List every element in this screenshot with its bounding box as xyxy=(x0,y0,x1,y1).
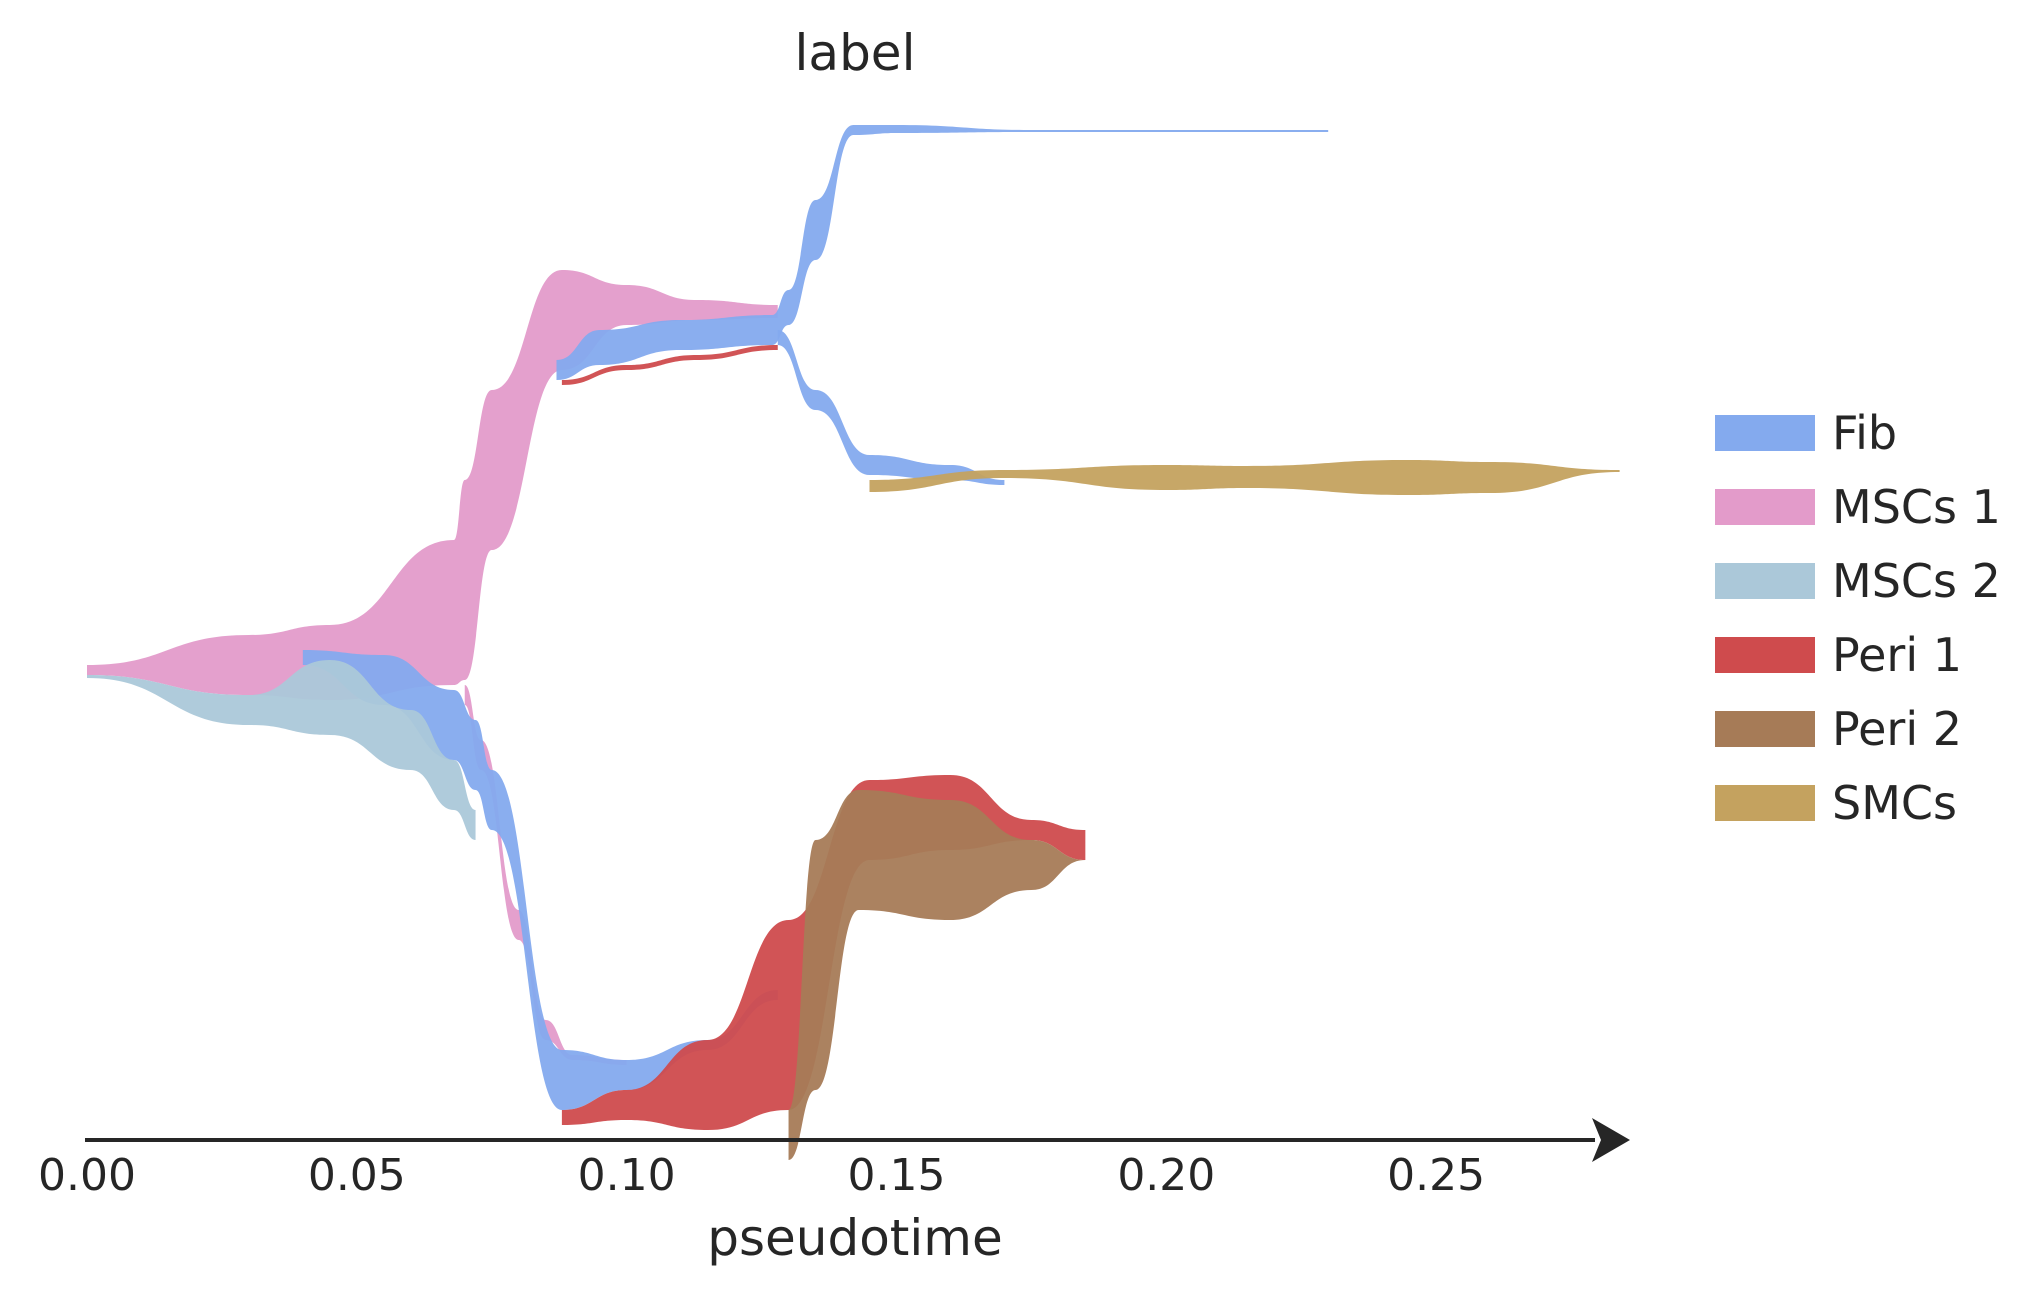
x-axis-arrowhead xyxy=(1592,1118,1630,1162)
ribbon-fib-4 xyxy=(302,650,778,1110)
legend-label: MSCs 1 xyxy=(1832,480,2001,534)
x-axis: 0.00 0.05 0.10 0.15 0.20 0.25 pseudotime xyxy=(38,1118,1630,1267)
x-tick-label: 0.20 xyxy=(1117,1150,1215,1201)
legend-label: Fib xyxy=(1832,406,1897,460)
legend-item: Fib xyxy=(1715,406,1897,460)
legend-label: Peri 2 xyxy=(1832,702,1962,756)
legend-label: Peri 1 xyxy=(1832,628,1962,682)
legend-item: SMCs xyxy=(1715,776,1957,830)
ribbon-peri-1-6 xyxy=(561,345,778,385)
legend-swatch xyxy=(1715,637,1815,673)
ribbon-peri-2-8 xyxy=(788,790,1086,1160)
legend-label: MSCs 2 xyxy=(1832,554,2001,608)
legend-swatch xyxy=(1715,415,1815,451)
ribbon-mscs-1-1 xyxy=(464,685,627,1065)
legend-swatch xyxy=(1715,711,1815,747)
ribbon-mscs-1-0 xyxy=(87,270,778,700)
x-tick-labels: 0.00 0.05 0.10 0.15 0.20 0.25 xyxy=(38,1150,1485,1201)
legend-item: MSCs 1 xyxy=(1715,480,2001,534)
ribbons xyxy=(87,125,1620,1160)
ribbon-smcs-9 xyxy=(869,460,1620,495)
x-tick-label: 0.15 xyxy=(847,1150,945,1201)
legend-swatch xyxy=(1715,489,1815,525)
legend-item: Peri 2 xyxy=(1715,702,1962,756)
ribbon-fib-2 xyxy=(556,125,1329,380)
legend-swatch xyxy=(1715,785,1815,821)
x-tick-label: 0.05 xyxy=(308,1150,406,1201)
ribbon-mscs-2-5 xyxy=(87,660,476,840)
legend: Fib MSCs 1 MSCs 2 Peri 1 Peri 2 SMCs xyxy=(1715,406,2001,830)
legend-item: MSCs 2 xyxy=(1715,554,2001,608)
chart-title: label xyxy=(795,24,916,82)
ribbon-fib-3 xyxy=(777,330,1005,485)
x-axis-label: pseudotime xyxy=(707,1209,1003,1267)
legend-item: Peri 1 xyxy=(1715,628,1962,682)
legend-swatch xyxy=(1715,563,1815,599)
x-tick-label: 0.25 xyxy=(1387,1150,1485,1201)
x-tick-label: 0.10 xyxy=(578,1150,676,1201)
legend-label: SMCs xyxy=(1832,776,1957,830)
x-tick-label: 0.00 xyxy=(38,1150,136,1201)
